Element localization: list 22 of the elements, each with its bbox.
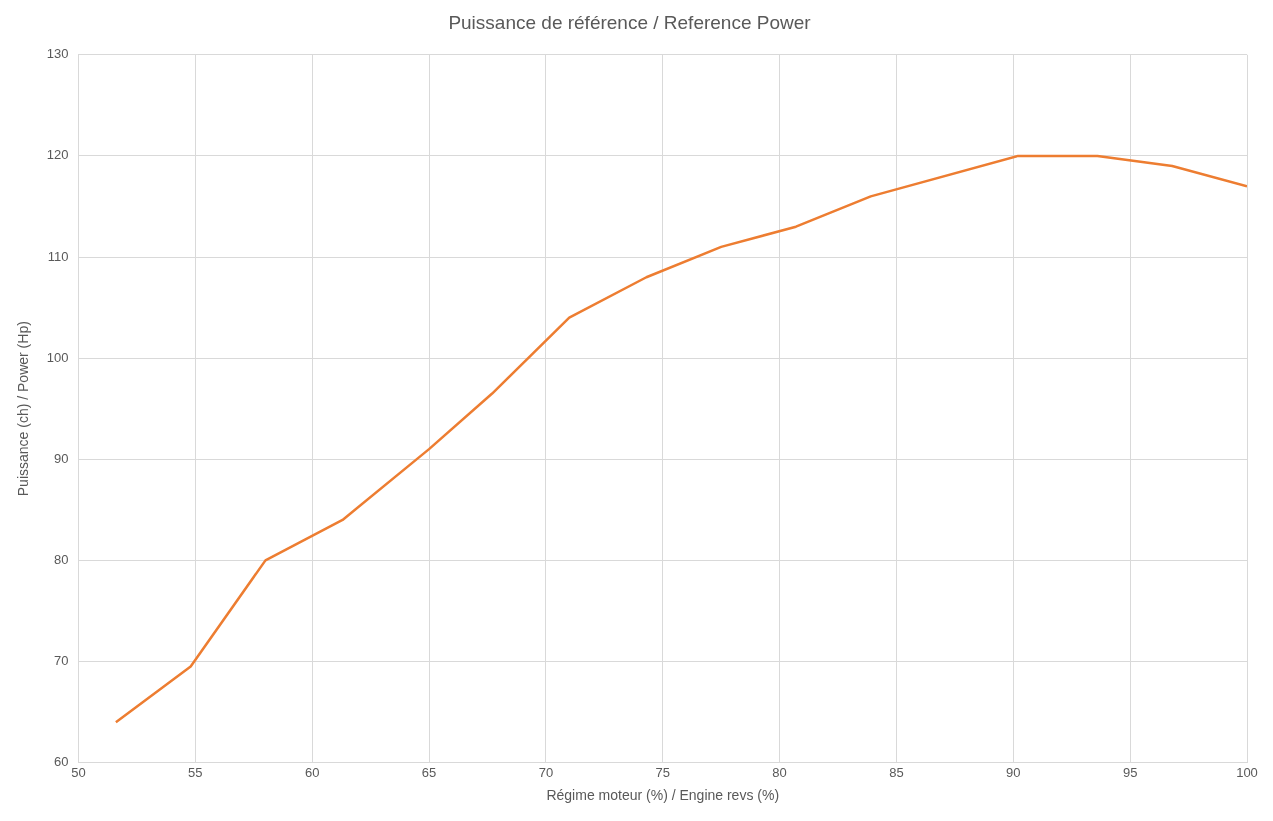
y-tick-label: 70	[54, 653, 69, 669]
y-tick-label: 60	[54, 754, 69, 770]
x-tick-label: 70	[538, 764, 554, 780]
x-tick-label: 60	[304, 764, 320, 780]
x-tick-label: 90	[1006, 764, 1021, 780]
x-tick-label: 85	[889, 764, 904, 780]
x-axis-title: Régime moteur (%) / Engine revs (%)	[546, 787, 780, 804]
chart-title: Puissance de référence / Reference Power	[448, 11, 812, 33]
x-tick-label: 80	[772, 764, 787, 780]
x-tick-label: 75	[655, 764, 670, 780]
x-tick-label: 65	[421, 764, 437, 780]
y-tick-label: 100	[46, 349, 69, 365]
x-tick-label: 55	[188, 764, 203, 780]
y-tick-label: 80	[54, 551, 69, 567]
y-axis-title: Puissance (ch) / Power (Hp)	[15, 321, 32, 497]
y-tick-label: 120	[46, 147, 69, 163]
y-tick-label: 130	[46, 46, 69, 62]
x-tick-label: 100	[1236, 764, 1258, 780]
y-tick-label: 90	[54, 450, 69, 466]
x-tick-label: 50	[71, 764, 86, 780]
y-tick-label: 110	[47, 248, 69, 264]
x-tick-label: 95	[1122, 764, 1138, 780]
